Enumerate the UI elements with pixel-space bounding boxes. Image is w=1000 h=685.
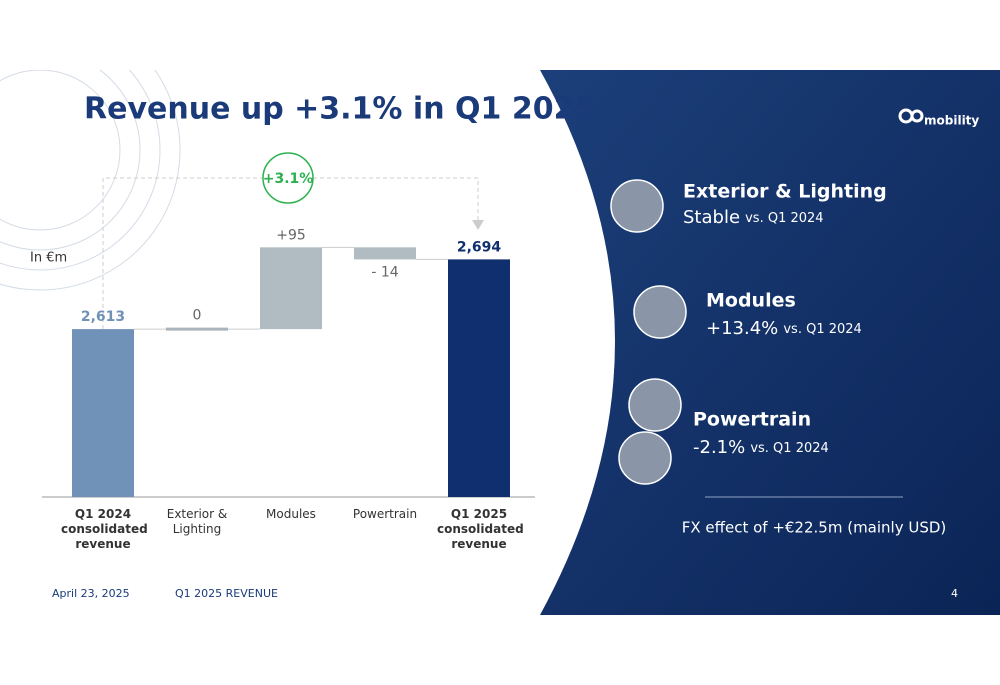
- page-number: 4: [951, 587, 958, 600]
- segment-title: Exterior & Lighting: [683, 181, 887, 203]
- annotation-guide: [102, 177, 479, 329]
- category-label: Q1 2024 consolidated revenue: [61, 507, 148, 551]
- footer-section: Q1 2025 REVENUE: [175, 587, 278, 600]
- unit-label: In €m: [30, 251, 67, 266]
- logo-mark: [898, 108, 924, 124]
- comparison: vs. Q1 2024: [745, 211, 823, 226]
- bar: [354, 247, 416, 260]
- category-label: Q1 2025 consolidated revenue: [437, 507, 524, 551]
- segment-change: -2.1% vs. Q1 2024: [693, 437, 829, 458]
- bar: [166, 327, 228, 331]
- segment-change: +13.4% vs. Q1 2024: [706, 318, 862, 339]
- value-label: - 14: [371, 264, 398, 280]
- annotation-circle: [262, 152, 314, 204]
- change: Stable: [683, 207, 740, 228]
- value-label: 2,613: [81, 309, 125, 325]
- top-margin: [0, 0, 1000, 70]
- bar: [448, 259, 510, 497]
- comparison: vs. Q1 2024: [783, 322, 861, 337]
- fx-note: FX effect of +€22.5m (mainly USD): [682, 519, 947, 537]
- segment-title: Modules: [706, 290, 796, 312]
- segment-title: Powertrain: [693, 409, 811, 431]
- bar: [260, 247, 322, 330]
- value-label: 0: [193, 308, 202, 324]
- slide-title: Revenue up +3.1% in Q1 2025: [84, 92, 595, 127]
- annotation-arrow: [472, 220, 484, 230]
- change: +13.4%: [706, 318, 778, 339]
- category-label: Powertrain: [352, 507, 418, 521]
- photos: [610, 179, 687, 485]
- bottom-margin: [0, 615, 1000, 685]
- logo: mobility: [924, 114, 979, 128]
- change: -2.1%: [693, 437, 745, 458]
- value-label: 2,694: [457, 239, 502, 255]
- comparison: vs. Q1 2024: [750, 441, 828, 456]
- value-label: +95: [276, 227, 306, 243]
- segment-change: Stable vs. Q1 2024: [683, 207, 824, 228]
- annotation: +3.1%: [263, 171, 314, 187]
- bar: [72, 329, 134, 497]
- footer-date: April 23, 2025: [52, 587, 130, 600]
- category-label: Modules: [266, 507, 316, 521]
- category-label: Exterior & Lighting: [166, 507, 228, 536]
